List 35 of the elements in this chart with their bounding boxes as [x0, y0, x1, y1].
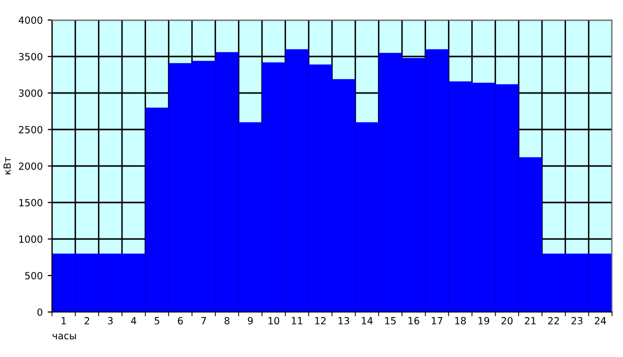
x-tick-label: 15: [385, 317, 396, 324]
x-tick-label: 23: [572, 317, 582, 324]
x-tick-label: 10: [268, 317, 280, 324]
y-tick-label: 2000: [18, 162, 42, 170]
x-tick-label: 3: [108, 317, 113, 324]
x-tick-label: 17: [432, 317, 442, 324]
x-tick-label: 24: [594, 317, 606, 324]
x-tick-label: 1: [62, 317, 66, 324]
x-axis-title: часы: [52, 334, 76, 340]
y-tick-label: 3000: [18, 89, 42, 97]
y-tick-label: 2500: [18, 126, 42, 134]
y-tick-label: 1500: [19, 198, 42, 206]
y-tick-label: 1000: [19, 235, 42, 243]
y-tick-label: 3500: [18, 52, 42, 60]
x-tick-label: 13: [338, 317, 350, 324]
x-tick-label: 11: [292, 317, 302, 324]
x-tick-label: 7: [201, 317, 206, 324]
x-tick-label: 21: [524, 317, 536, 324]
x-tick-label: 9: [248, 317, 253, 324]
x-tick-label: 18: [455, 317, 466, 324]
x-tick-label: 6: [178, 317, 183, 324]
y-tick-label: 4000: [18, 16, 42, 24]
x-tick-label: 22: [548, 317, 559, 324]
x-tick-label: 8: [224, 317, 230, 324]
y-tick-label: 0: [37, 308, 42, 316]
x-tick-label: 5: [154, 317, 160, 324]
x-tick-label: 16: [408, 317, 420, 324]
x-tick-label: 2: [84, 317, 90, 324]
y-tick-label: 500: [25, 272, 42, 280]
x-tick-label: 20: [502, 317, 513, 324]
y-axis-title: кВт: [4, 157, 11, 174]
x-tick-label: 12: [315, 317, 326, 324]
x-tick-label: 19: [478, 317, 490, 324]
x-tick-label: 14: [362, 317, 373, 324]
x-tick-label: 4: [131, 317, 136, 324]
